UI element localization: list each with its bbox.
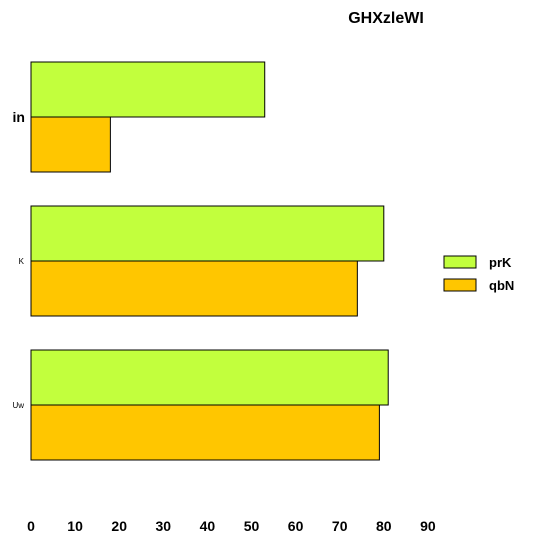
bar-qbN-K — [30, 260, 358, 317]
y-axis-tick-labels: in K Uw — [12, 109, 25, 410]
bars-group — [30, 61, 389, 461]
x-tick-label: 50 — [244, 518, 260, 534]
legend-swatch-qbN — [443, 278, 477, 292]
bar-prK-K — [30, 205, 385, 262]
bar-prK-Uw — [30, 349, 389, 406]
x-tick-label: 80 — [376, 518, 392, 534]
x-tick-label: 0 — [27, 518, 35, 534]
x-tick-label: 70 — [332, 518, 348, 534]
x-tick-label: 10 — [67, 518, 83, 534]
bar-qbN-Uw — [30, 404, 380, 461]
x-tick-label: 90 — [420, 518, 436, 534]
x-tick-label: 40 — [200, 518, 216, 534]
x-tick-label: 20 — [111, 518, 127, 534]
legend-label-qbN: qbN — [489, 278, 514, 293]
x-tick-label: 60 — [288, 518, 304, 534]
legend: prK qbN — [443, 255, 514, 293]
bar-qbN-in — [30, 116, 111, 173]
legend-swatch-prK — [443, 255, 477, 269]
chart-title: GHXzleWI — [348, 10, 424, 27]
x-axis-tick-labels: 0 10 20 30 40 50 60 70 80 90 — [27, 518, 436, 534]
y-tick-label: Uw — [12, 401, 24, 410]
y-tick-label: K — [19, 257, 25, 266]
y-tick-label: in — [13, 109, 25, 125]
legend-label-prK: prK — [489, 255, 512, 270]
bar-prK-in — [30, 61, 266, 118]
x-tick-label: 30 — [156, 518, 172, 534]
